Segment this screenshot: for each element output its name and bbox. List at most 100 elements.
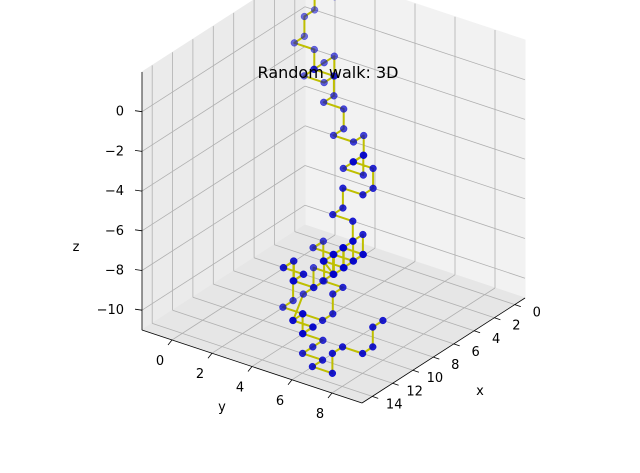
walk-point: [349, 237, 357, 245]
z-tick-label: −8: [105, 264, 124, 279]
walk-point: [330, 72, 338, 80]
x-axis-label: x: [476, 384, 484, 399]
walk-point: [349, 138, 358, 146]
y-tick: [247, 366, 253, 372]
walk-point: [300, 32, 309, 40]
gridline-z: [141, 165, 306, 271]
walk-point: [329, 290, 337, 298]
z-tick-label: −10: [97, 303, 124, 318]
walk-point: [328, 349, 337, 358]
gridline-z: [304, 46, 526, 120]
x-tick-label: 10: [427, 371, 444, 386]
walk-point: [349, 158, 357, 166]
walk-point: [319, 237, 327, 245]
walk-point: [339, 204, 347, 212]
y-tick-label: 0: [156, 354, 164, 369]
x-tick-label: 6: [472, 345, 480, 360]
walk-point: [329, 250, 337, 259]
walk-point: [339, 283, 347, 292]
walk-point: [330, 52, 338, 60]
x-tick: [514, 304, 521, 307]
walk-point: [359, 171, 367, 179]
x-tick: [392, 382, 399, 386]
x-tick-label: 8: [451, 358, 459, 373]
gridline-z: [141, 204, 306, 311]
walk-point: [359, 230, 367, 239]
walk-point: [309, 323, 317, 331]
walk-point: [299, 330, 307, 338]
walk-point: [329, 210, 337, 219]
walk-point: [318, 316, 327, 325]
z-tick: [134, 150, 143, 152]
walk-point: [289, 277, 297, 285]
z-tick: [134, 189, 143, 192]
walk-point: [349, 217, 357, 225]
walk-point: [310, 65, 318, 73]
tick-marks: [134, 110, 521, 399]
x-tick-label: 14: [386, 397, 403, 412]
y-tick-label: 8: [316, 407, 324, 422]
walk-point: [298, 349, 307, 358]
y-axis-label: y: [218, 400, 226, 415]
walk-point: [369, 184, 377, 192]
walk-point: [358, 349, 367, 358]
data-series: [279, 0, 387, 377]
walk-point: [318, 356, 327, 364]
z-tick-label: −4: [105, 184, 124, 199]
walk-point: [309, 264, 318, 272]
gridline-z: [141, 85, 306, 192]
walk-point: [359, 191, 367, 199]
walk-point: [279, 303, 287, 311]
z-tick: [134, 269, 143, 271]
gridline-z: [304, 165, 526, 239]
x-tick: [412, 369, 420, 373]
z-tick: [134, 308, 143, 311]
z-tick-label: −6: [105, 224, 124, 239]
walk-point: [320, 78, 328, 87]
walk-point: [289, 296, 297, 305]
walk-point: [309, 283, 318, 292]
gridline-y: [331, 287, 496, 394]
walk-point: [339, 184, 347, 192]
x-tick: [494, 317, 501, 321]
walk-point: [308, 362, 317, 371]
walk-point: [319, 336, 327, 344]
walk-point: [329, 131, 338, 140]
z-tick-label: −2: [105, 144, 124, 159]
y-tick: [287, 379, 293, 386]
walk-point: [359, 151, 367, 159]
walk-point: [320, 59, 328, 67]
walk-point: [320, 98, 328, 106]
walk-point: [330, 92, 338, 100]
walk-point: [319, 277, 327, 285]
walk-point: [328, 369, 337, 377]
walk-point: [360, 131, 368, 140]
gridline-z: [304, 85, 526, 160]
z-tick: [134, 229, 143, 232]
gridline-z: [141, 46, 306, 152]
walk-point: [338, 343, 347, 351]
walk-point: [369, 164, 377, 173]
chart-title: Random walk: 3D: [258, 63, 399, 82]
walk-point: [309, 244, 317, 252]
walk-point: [289, 257, 298, 265]
x-tick-label: 4: [492, 332, 500, 347]
walk-point: [340, 125, 348, 133]
y-tick-label: 2: [196, 367, 204, 382]
x-tick: [433, 356, 440, 360]
x-tick-label: 12: [406, 384, 423, 399]
walk-point: [299, 270, 307, 278]
x-tick-label: 2: [512, 319, 520, 334]
y-tick-label: 6: [276, 394, 284, 409]
walk-point: [329, 310, 337, 318]
walk-point: [289, 316, 297, 325]
x-tick: [473, 330, 481, 334]
y-tick: [327, 392, 333, 399]
x-tick: [372, 396, 379, 399]
walk-point: [369, 323, 377, 331]
walk-point: [379, 316, 387, 325]
walk-point: [369, 343, 377, 351]
